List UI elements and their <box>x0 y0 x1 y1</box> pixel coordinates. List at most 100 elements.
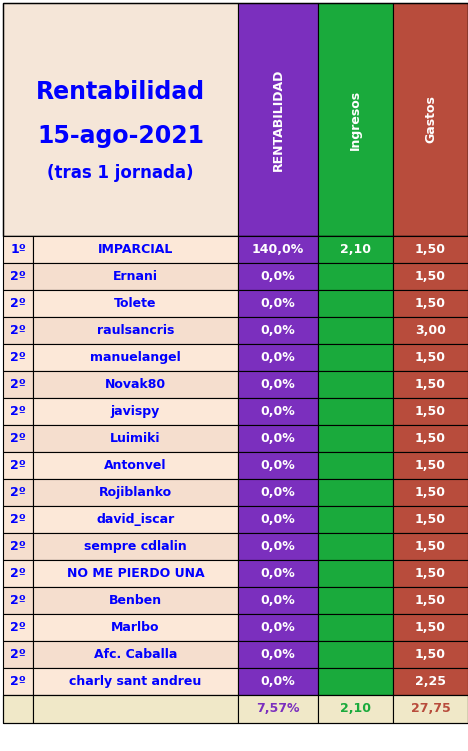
Bar <box>3 3 468 236</box>
Bar <box>318 263 393 290</box>
Text: 2º: 2º <box>10 540 26 553</box>
Bar <box>393 641 468 668</box>
Text: 2º: 2º <box>10 432 26 445</box>
Bar <box>3 587 33 614</box>
Bar <box>3 614 468 641</box>
Text: 1,50: 1,50 <box>415 297 446 310</box>
Bar <box>3 344 468 371</box>
Text: 2,10: 2,10 <box>340 702 371 716</box>
Bar <box>318 452 393 479</box>
Text: 140,0%: 140,0% <box>252 243 304 256</box>
Text: 1,50: 1,50 <box>415 351 446 364</box>
Bar <box>33 668 238 695</box>
Bar <box>393 560 468 587</box>
Text: 0,0%: 0,0% <box>261 675 295 688</box>
Bar <box>3 695 468 723</box>
Bar <box>238 290 318 317</box>
Bar <box>318 290 393 317</box>
Bar <box>3 587 468 614</box>
Bar <box>33 479 238 506</box>
Bar <box>393 533 468 560</box>
Bar <box>238 695 318 723</box>
Text: 1,50: 1,50 <box>415 567 446 580</box>
Bar <box>393 263 468 290</box>
Bar <box>3 317 468 344</box>
Bar <box>238 560 318 587</box>
Bar <box>238 425 318 452</box>
Text: 1,50: 1,50 <box>415 405 446 418</box>
Text: NO ME PIERDO UNA: NO ME PIERDO UNA <box>66 567 205 580</box>
Text: 1,50: 1,50 <box>415 648 446 661</box>
Bar <box>33 560 238 587</box>
Text: 1,50: 1,50 <box>415 540 446 553</box>
Bar <box>393 614 468 641</box>
Text: sempre cdlalin: sempre cdlalin <box>84 540 187 553</box>
Bar <box>318 371 393 398</box>
Text: 1,50: 1,50 <box>415 594 446 607</box>
Bar <box>33 425 238 452</box>
Bar <box>238 371 318 398</box>
Bar <box>3 668 468 695</box>
Bar <box>318 614 393 641</box>
Bar <box>238 668 318 695</box>
Text: 0,0%: 0,0% <box>261 567 295 580</box>
Text: 1,50: 1,50 <box>415 378 446 391</box>
Text: Rentabilidad: Rentabilidad <box>36 80 205 104</box>
Text: 2º: 2º <box>10 459 26 472</box>
Text: Afc. Caballa: Afc. Caballa <box>94 648 177 661</box>
Bar <box>318 668 393 695</box>
Bar <box>318 479 393 506</box>
Text: Ingresos: Ingresos <box>349 89 362 149</box>
Text: 0,0%: 0,0% <box>261 351 295 364</box>
Bar <box>3 506 468 533</box>
Bar <box>33 695 238 723</box>
Text: 2º: 2º <box>10 567 26 580</box>
Bar <box>3 479 33 506</box>
Bar <box>3 452 468 479</box>
Text: 0,0%: 0,0% <box>261 324 295 337</box>
Bar <box>318 587 393 614</box>
Bar <box>3 668 33 695</box>
Bar <box>3 641 468 668</box>
Bar <box>238 479 318 506</box>
Text: 0,0%: 0,0% <box>261 594 295 607</box>
Bar <box>3 263 468 290</box>
Bar <box>393 236 468 263</box>
Bar <box>33 614 238 641</box>
Bar <box>3 641 33 668</box>
Bar <box>393 398 468 425</box>
Bar <box>393 425 468 452</box>
Text: 1,50: 1,50 <box>415 432 446 445</box>
Bar <box>3 371 468 398</box>
Bar <box>33 317 238 344</box>
Text: 1,50: 1,50 <box>415 621 446 634</box>
Bar <box>3 425 468 452</box>
Bar <box>238 614 318 641</box>
Bar <box>318 533 393 560</box>
Bar <box>33 263 238 290</box>
Text: raulsancris: raulsancris <box>97 324 174 337</box>
Bar <box>238 317 318 344</box>
Bar <box>393 695 468 723</box>
Bar <box>238 236 318 263</box>
Bar <box>393 317 468 344</box>
Text: 15-ago-2021: 15-ago-2021 <box>37 124 204 148</box>
Bar <box>393 506 468 533</box>
Text: Marlbo: Marlbo <box>111 621 160 634</box>
Text: 2º: 2º <box>10 297 26 310</box>
Bar <box>3 425 33 452</box>
Bar <box>33 290 238 317</box>
Text: charly sant andreu: charly sant andreu <box>69 675 202 688</box>
Bar <box>238 263 318 290</box>
Bar <box>3 398 33 425</box>
Bar <box>238 587 318 614</box>
Text: (tras 1 jornada): (tras 1 jornada) <box>47 164 194 182</box>
Bar <box>3 506 33 533</box>
Text: Tolete: Tolete <box>114 297 157 310</box>
Text: 0,0%: 0,0% <box>261 378 295 391</box>
Bar <box>238 452 318 479</box>
Bar <box>3 371 33 398</box>
Text: Benben: Benben <box>109 594 162 607</box>
Bar <box>318 425 393 452</box>
Text: Luimiki: Luimiki <box>110 432 161 445</box>
